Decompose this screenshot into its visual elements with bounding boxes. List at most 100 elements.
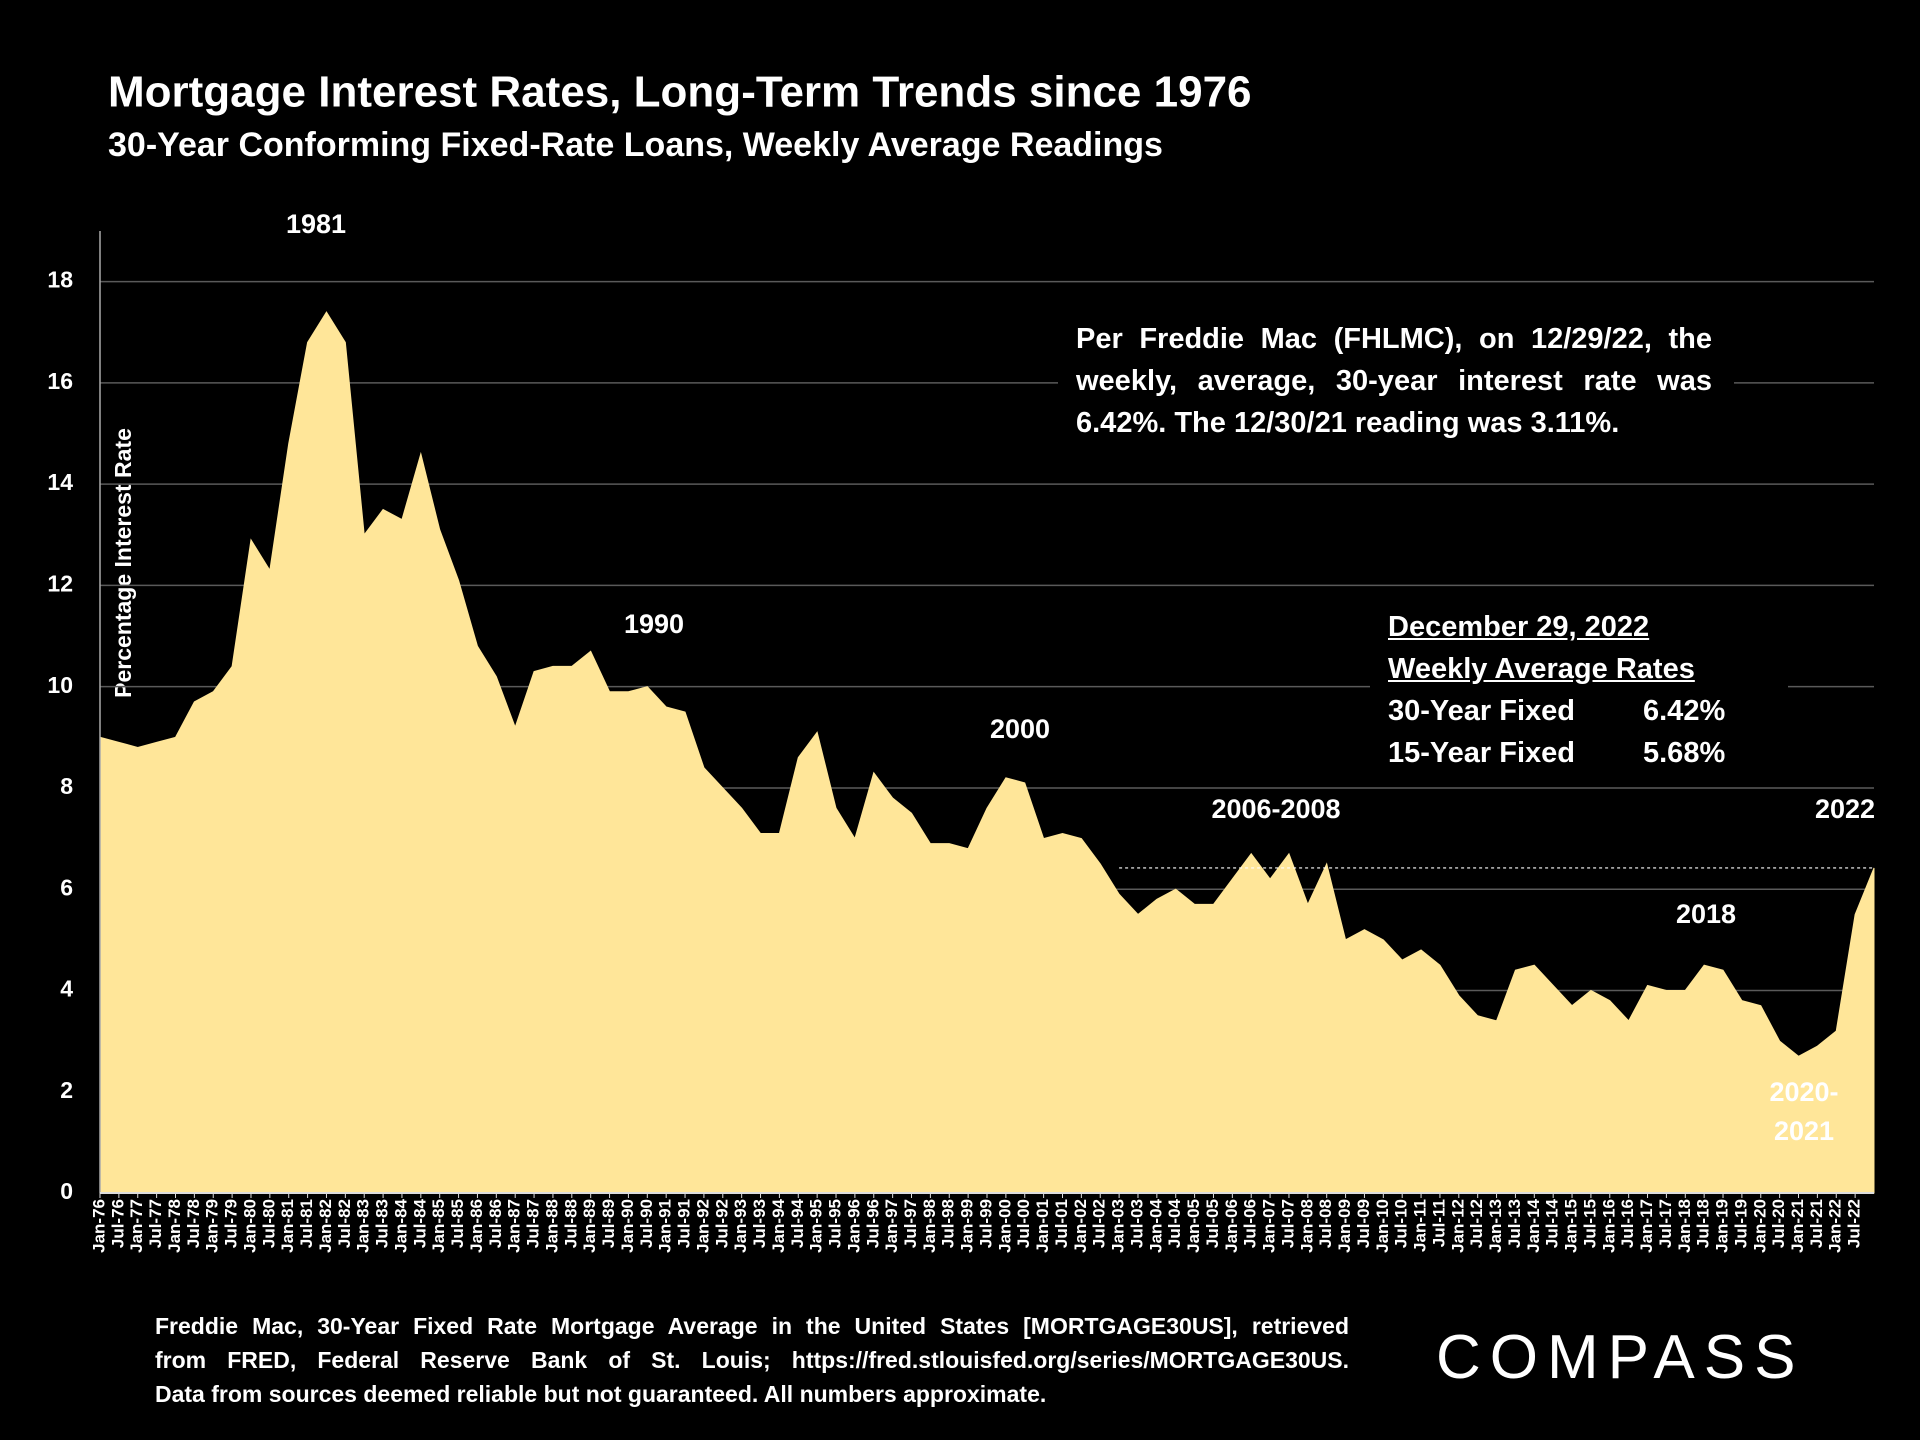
x-tick-label: Jan-90 xyxy=(618,1199,637,1253)
x-tick-label: Jan-01 xyxy=(1033,1199,1052,1253)
x-tick-label: Jul-17 xyxy=(1656,1199,1675,1248)
source-note: Freddie Mac, 30-Year Fixed Rate Mortgage… xyxy=(155,1309,1349,1411)
x-tick-label: Jul-91 xyxy=(675,1199,694,1248)
row-value: 5.68% xyxy=(1643,737,1726,769)
x-tick-label: Jan-18 xyxy=(1675,1199,1694,1253)
x-tick-label: Jan-17 xyxy=(1637,1199,1656,1253)
chart-subtitle: 30-Year Conforming Fixed-Rate Loans, Wee… xyxy=(108,126,1163,164)
x-tick-label: Jan-76 xyxy=(89,1199,108,1253)
x-tick-label: Jul-81 xyxy=(297,1199,316,1248)
y-tick-label: 4 xyxy=(60,976,73,1002)
area xyxy=(99,311,1875,1194)
x-tick-label: Jan-91 xyxy=(656,1199,675,1253)
x-tick-label: Jul-93 xyxy=(750,1199,769,1248)
x-tick-label: Jan-20 xyxy=(1750,1199,1769,1253)
x-tick-label: Jan-15 xyxy=(1562,1199,1581,1253)
x-tick-label: Jan-81 xyxy=(278,1199,297,1253)
annotation: 2020- xyxy=(1769,1077,1838,1107)
note-line: 6.42%. The 12/30/21 reading was 3.11%. xyxy=(1076,407,1620,439)
x-tick-label: Jul-96 xyxy=(863,1199,882,1248)
x-tick-label: Jul-89 xyxy=(599,1199,618,1248)
x-tick-label: Jan-88 xyxy=(542,1199,561,1253)
x-tick-label: Jan-84 xyxy=(391,1198,410,1252)
source-line: Freddie Mac, 30-Year Fixed Rate Mortgage… xyxy=(155,1313,1349,1339)
x-tick-label: Jul-02 xyxy=(1090,1199,1109,1248)
x-tick-label: Jul-04 xyxy=(1165,1198,1184,1248)
x-tick-label: Jul-21 xyxy=(1807,1199,1826,1248)
y-tick-label: 18 xyxy=(47,267,73,293)
rates-table: December 29, 2022 Weekly Average Rates 3… xyxy=(1388,606,1725,774)
x-tick-label: Jul-78 xyxy=(184,1199,203,1248)
x-tick-label: Jan-08 xyxy=(1297,1199,1316,1253)
x-tick-label: Jan-98 xyxy=(920,1199,939,1253)
row-value: 6.42% xyxy=(1643,695,1726,727)
x-tick-label: Jul-15 xyxy=(1580,1199,1599,1248)
x-tick-label: Jan-19 xyxy=(1713,1199,1732,1253)
x-tick-label: Jan-07 xyxy=(1260,1199,1279,1253)
table-background xyxy=(1370,600,1788,770)
y-axis-label: Percentage Interest Rate xyxy=(110,428,136,698)
x-tick-label: Jul-86 xyxy=(486,1199,505,1248)
x-tick-label: Jan-13 xyxy=(1486,1199,1505,1253)
y-tick-label: 16 xyxy=(47,368,73,394)
x-tick-label: Jul-84 xyxy=(410,1198,429,1248)
table-row: 15-Year Fixed 5.68% xyxy=(1388,732,1725,774)
annotation: 2006-2008 xyxy=(1211,794,1340,824)
x-tick-label: Jul-00 xyxy=(1014,1199,1033,1248)
x-tick-label: Jan-79 xyxy=(203,1199,222,1253)
x-tick-label: Jan-89 xyxy=(580,1199,599,1253)
x-tick-label: Jul-95 xyxy=(826,1199,845,1248)
x-tick-label: Jul-14 xyxy=(1543,1198,1562,1248)
row-label: 30-Year Fixed xyxy=(1388,695,1575,727)
note-line: weekly, average, 30-year interest rate w… xyxy=(1076,365,1712,397)
x-tick-label: Jul-85 xyxy=(448,1199,467,1248)
x-tick-label: Jul-07 xyxy=(1278,1199,1297,1248)
y-tick-label: 10 xyxy=(47,672,73,698)
x-tick-label: Jul-77 xyxy=(146,1199,165,1248)
x-tick-label: Jan-16 xyxy=(1599,1199,1618,1253)
x-tick-label: Jul-20 xyxy=(1769,1199,1788,1248)
y-tick-label: 8 xyxy=(60,773,73,799)
x-tick-label: Jan-93 xyxy=(731,1199,750,1253)
x-tick-label: Jul-99 xyxy=(976,1199,995,1248)
x-tick-label: Jan-99 xyxy=(958,1199,977,1253)
x-tick-label: Jul-11 xyxy=(1429,1199,1448,1247)
x-tick-label: Jul-80 xyxy=(259,1199,278,1248)
x-tick-label: Jan-87 xyxy=(505,1199,524,1253)
x-tick-label: Jul-18 xyxy=(1694,1199,1713,1248)
annotation: 1981 xyxy=(286,209,346,239)
x-tick-label: Jan-83 xyxy=(354,1199,373,1253)
chart-title: Mortgage Interest Rates, Long-Term Trend… xyxy=(108,68,1252,117)
x-tick-label: Jul-01 xyxy=(1052,1199,1071,1248)
y-tick-label: 6 xyxy=(60,874,73,900)
logo: COMPASS xyxy=(1436,1323,1805,1392)
x-tick-label: Jan-00 xyxy=(995,1199,1014,1253)
x-tick-label: Jul-13 xyxy=(1505,1199,1524,1248)
note: Per Freddie Mac (FHLMC), on 12/29/22, th… xyxy=(1076,318,1712,444)
table-title: December 29, 2022 xyxy=(1388,611,1650,643)
y-tick-label: 12 xyxy=(47,570,73,596)
x-tick-label: Jul-76 xyxy=(108,1199,127,1248)
x-tick-label: Jan-09 xyxy=(1335,1199,1354,1253)
x-tick-label: Jan-94 xyxy=(769,1198,788,1252)
x-tick-label: Jan-95 xyxy=(807,1199,826,1253)
note-background xyxy=(1058,310,1734,440)
x-tick-label: Jan-86 xyxy=(467,1199,486,1253)
x-tick-label: Jul-19 xyxy=(1731,1199,1750,1248)
table-row: 30-Year Fixed 6.42% xyxy=(1388,690,1725,732)
y-tick-label: 0 xyxy=(60,1178,73,1204)
y-tick-label: 2 xyxy=(60,1077,73,1103)
x-tick-label: Jul-94 xyxy=(788,1198,807,1248)
annotation: 2022 xyxy=(1815,794,1875,824)
x-tick-label: Jan-14 xyxy=(1524,1198,1543,1252)
x-tick-label: Jul-87 xyxy=(524,1199,543,1248)
note-line: Per Freddie Mac (FHLMC), on 12/29/22, th… xyxy=(1076,323,1712,355)
x-tick-label: Jan-04 xyxy=(1146,1198,1165,1252)
x-tick-label: Jul-88 xyxy=(561,1199,580,1248)
table-title: Weekly Average Rates xyxy=(1388,653,1695,685)
x-tick-label: Jan-05 xyxy=(1184,1199,1203,1253)
x-tick-label: Jan-78 xyxy=(165,1199,184,1253)
x-tick-label: Jul-09 xyxy=(1354,1199,1373,1248)
